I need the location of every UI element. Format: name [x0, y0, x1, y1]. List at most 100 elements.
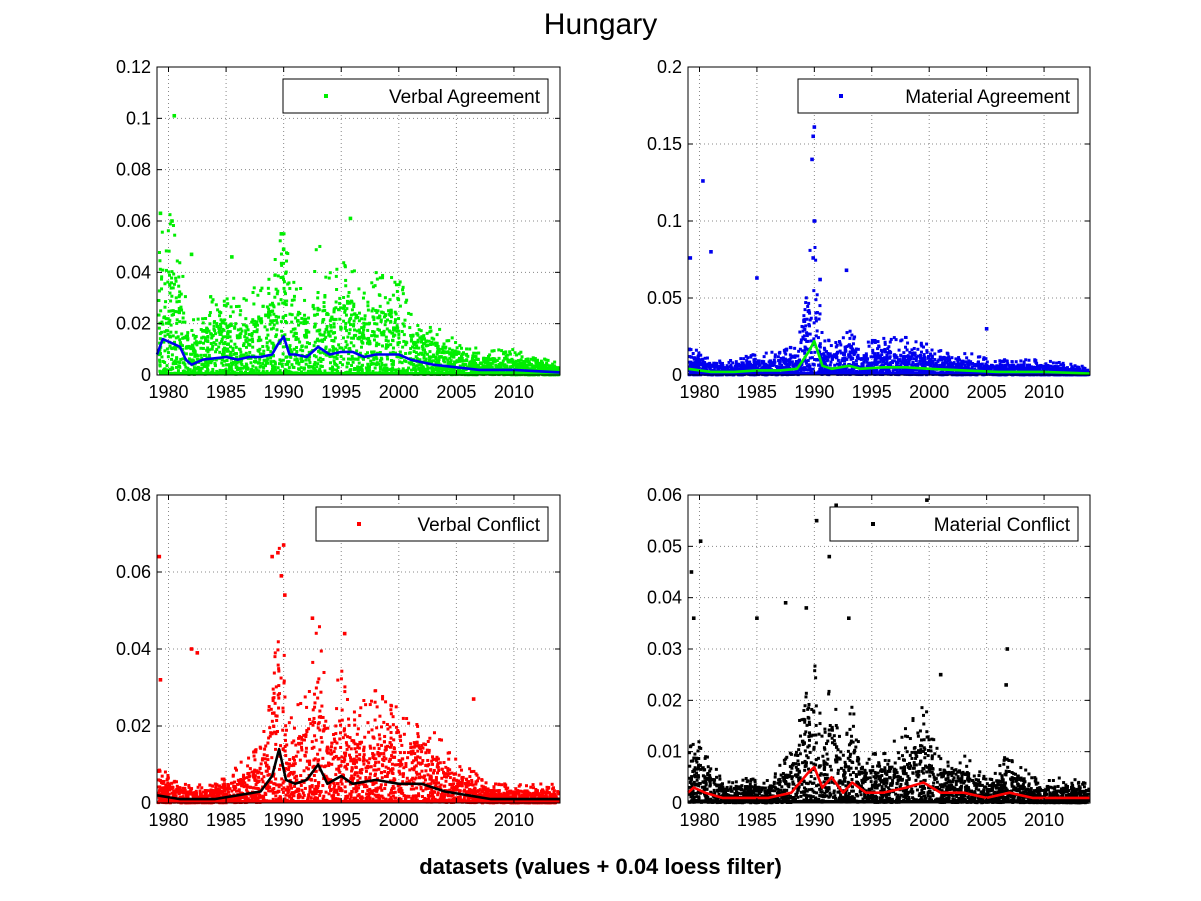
data-point: [918, 359, 922, 363]
data-point: [371, 307, 375, 311]
data-point: [535, 365, 539, 369]
data-point: [203, 336, 207, 340]
data-point: [933, 358, 937, 362]
data-point: [395, 289, 399, 293]
data-point: [912, 351, 916, 355]
data-point: [280, 263, 284, 267]
data-point: [264, 336, 268, 340]
data-point: [172, 360, 176, 364]
data-point: [374, 308, 378, 312]
data-point: [966, 366, 970, 370]
data-point: [941, 361, 945, 365]
data-point: [363, 314, 367, 318]
data-point: [878, 360, 882, 364]
data-point: [244, 339, 248, 343]
data-point: [375, 361, 379, 365]
data-point: [414, 355, 418, 359]
data-point: [442, 368, 446, 372]
data-point: [885, 361, 889, 365]
data-point: [175, 321, 179, 325]
data-point: [423, 370, 427, 374]
data-point: [535, 358, 539, 362]
data-point: [929, 359, 933, 363]
data-point: [352, 305, 356, 309]
data-point: [868, 363, 872, 367]
data-point: [518, 361, 522, 365]
data-point: [735, 366, 739, 370]
data-point: [449, 367, 453, 371]
data-point: [315, 329, 319, 333]
data-point: [237, 347, 241, 351]
data-point: [404, 300, 408, 304]
data-point: [500, 349, 504, 353]
data-point: [249, 361, 253, 365]
data-point: [318, 328, 322, 332]
data-point: [739, 367, 743, 371]
data-point: [343, 326, 347, 330]
data-point: [316, 362, 320, 366]
data-point: [265, 328, 269, 332]
data-point: [157, 313, 161, 317]
data-point: [472, 369, 476, 373]
data-point: [221, 335, 225, 339]
data-point: [214, 350, 218, 354]
data-point: [366, 362, 370, 366]
data-point: [537, 366, 541, 370]
data-point: [384, 319, 388, 323]
data-point: [450, 353, 454, 357]
data-point: [467, 365, 471, 369]
data-point: [279, 359, 283, 363]
data-point: [243, 365, 247, 369]
data-point: [204, 360, 208, 364]
data-point: [292, 298, 296, 302]
data-point: [293, 327, 297, 331]
data-point: [294, 338, 298, 342]
x-tick-label: 1980: [148, 382, 188, 402]
data-point: [998, 359, 1002, 363]
data-point: [805, 339, 809, 343]
data-point: [731, 367, 735, 371]
data-point: [415, 344, 419, 348]
data-point: [352, 319, 356, 323]
data-point: [192, 366, 196, 370]
data-point: [366, 308, 370, 312]
data-point: [770, 350, 774, 354]
data-point: [710, 364, 714, 368]
data-point: [252, 302, 256, 306]
data-point: [815, 329, 819, 333]
data-point: [1077, 367, 1081, 371]
data-point: [904, 360, 908, 364]
data-point: [362, 328, 366, 332]
data-point: [177, 309, 181, 313]
data-point: [235, 361, 239, 365]
data-point: [225, 363, 229, 367]
data-point: [843, 358, 847, 362]
data-point: [256, 293, 260, 297]
data-point: [409, 347, 413, 351]
data-point: [460, 359, 464, 363]
data-point: [412, 342, 416, 346]
data-point: [227, 324, 231, 328]
data-point: [898, 359, 902, 363]
data-point: [186, 366, 190, 370]
data-point: [391, 359, 395, 363]
data-point: [1065, 366, 1069, 370]
data-point: [504, 354, 508, 358]
data-point: [170, 294, 174, 298]
data-point: [507, 360, 511, 364]
data-point: [268, 313, 272, 317]
data-point: [345, 343, 349, 347]
data-point: [493, 357, 497, 361]
data-point: [427, 355, 431, 359]
data-point: [358, 351, 362, 355]
data-point: [234, 366, 238, 370]
data-point: [394, 370, 398, 374]
data-point: [332, 346, 336, 350]
data-point: [362, 336, 366, 340]
data-point: [818, 367, 822, 371]
data-point: [994, 366, 998, 370]
data-point: [199, 346, 203, 350]
data-point: [326, 330, 330, 334]
data-point: [229, 354, 233, 358]
data-point: [170, 347, 174, 351]
